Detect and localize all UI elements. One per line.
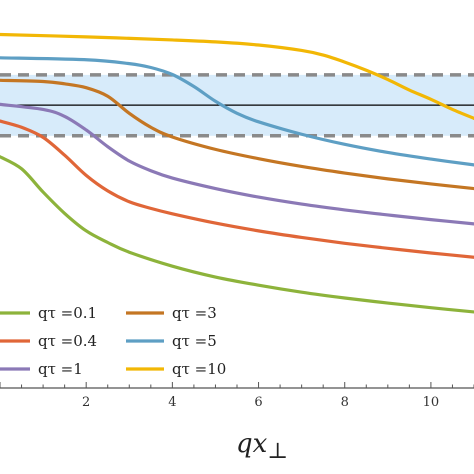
series-line-2 bbox=[0, 119, 474, 259]
legend: qτ =0.1 qτ =0.4 qτ =1 qτ =3 qτ =5 qτ =10 bbox=[0, 304, 226, 378]
series-line-3 bbox=[0, 102, 474, 226]
x-axis-label-main: qx bbox=[236, 429, 268, 459]
x-tick-label: 10 bbox=[423, 395, 440, 410]
series-lines bbox=[0, 32, 474, 314]
x-axis-label: qx⊥ bbox=[236, 429, 288, 464]
x-axis-label-subscript: ⊥ bbox=[267, 439, 288, 464]
x-axis bbox=[0, 382, 474, 389]
series-line-4 bbox=[0, 78, 474, 191]
legend-label-2: qτ =0.4 bbox=[38, 332, 97, 350]
series-line-6 bbox=[0, 32, 474, 120]
x-tick-label: 2 bbox=[82, 395, 90, 410]
legend-label-1: qτ =0.1 bbox=[38, 304, 97, 322]
x-tick-label: 6 bbox=[254, 395, 262, 410]
x-tick-label: 4 bbox=[168, 395, 176, 410]
legend-label-6: qτ =10 bbox=[172, 360, 226, 378]
legend-label-4: qτ =3 bbox=[172, 304, 217, 322]
x-tick-labels: 2 4 6 8 10 bbox=[82, 395, 439, 410]
legend-label-3: qτ =1 bbox=[38, 360, 83, 378]
x-tick-label: 8 bbox=[341, 395, 349, 410]
series-line-5 bbox=[0, 56, 474, 167]
series-line-1 bbox=[0, 155, 474, 314]
legend-label-5: qτ =5 bbox=[172, 332, 217, 350]
